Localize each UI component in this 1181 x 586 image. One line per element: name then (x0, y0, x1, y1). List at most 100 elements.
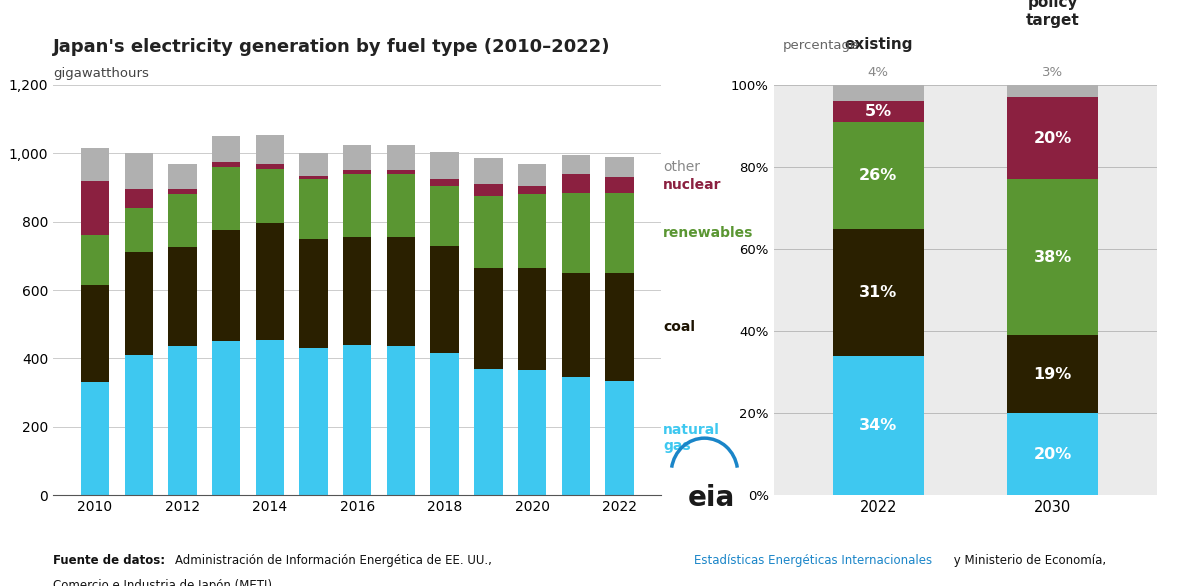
Text: coal: coal (664, 320, 696, 334)
Bar (475, 268, 503, 369)
Text: Estadísticas Energéticas Internacionales: Estadísticas Energéticas Internacionales (694, 554, 933, 567)
Text: existing: existing (844, 37, 913, 52)
Bar (80, 285, 109, 383)
Bar (430, 186, 459, 246)
Bar (518, 163, 547, 186)
Bar (255, 340, 285, 495)
Text: 4%: 4% (868, 66, 889, 79)
Bar (1007, 179, 1098, 335)
Bar (518, 268, 547, 370)
Bar (475, 184, 503, 196)
Bar (562, 273, 590, 377)
Text: policy
target: policy target (1026, 0, 1079, 28)
Bar (80, 236, 109, 285)
Bar (833, 356, 924, 495)
Bar (168, 163, 196, 189)
Text: Administración de Información Energética de EE. UU.,: Administración de Información Energética… (175, 554, 495, 567)
Bar (342, 345, 372, 495)
Bar (255, 223, 285, 340)
Bar (168, 195, 196, 247)
Bar (1007, 97, 1098, 179)
Bar (475, 369, 503, 495)
Text: 3%: 3% (1042, 66, 1063, 79)
Bar (255, 169, 285, 223)
Bar (211, 137, 240, 162)
Text: 19%: 19% (1033, 367, 1072, 381)
Bar (475, 196, 503, 268)
Bar (606, 381, 634, 495)
Bar (124, 189, 152, 208)
Bar (255, 163, 285, 169)
Bar (386, 174, 416, 237)
Bar (430, 353, 459, 495)
Bar (430, 246, 459, 353)
Bar (606, 273, 634, 381)
Bar (430, 152, 459, 179)
Bar (342, 145, 372, 171)
Bar (211, 341, 240, 495)
Bar (562, 155, 590, 174)
Bar (124, 355, 152, 495)
Bar (1007, 85, 1098, 97)
Text: other: other (664, 160, 700, 174)
Text: renewables: renewables (664, 226, 753, 240)
Text: 38%: 38% (1033, 250, 1072, 265)
Bar (606, 178, 634, 193)
Bar (1007, 335, 1098, 413)
Bar (211, 167, 240, 230)
Text: 34%: 34% (859, 418, 898, 433)
Text: 26%: 26% (859, 168, 898, 183)
Bar (124, 253, 152, 355)
Text: natural
gas: natural gas (664, 423, 720, 453)
Bar (255, 135, 285, 163)
Bar (430, 179, 459, 186)
Bar (124, 154, 152, 189)
Bar (475, 158, 503, 184)
Bar (606, 157, 634, 178)
Bar (124, 208, 152, 253)
Bar (833, 122, 924, 229)
Text: Japan's electricity generation by fuel type (2010–2022): Japan's electricity generation by fuel t… (53, 38, 611, 56)
Bar (168, 346, 196, 495)
Bar (562, 377, 590, 495)
Text: Comercio e Industria de Japón (METI): Comercio e Industria de Japón (METI) (53, 579, 272, 586)
Text: 20%: 20% (1033, 447, 1072, 462)
Bar (386, 145, 416, 171)
Text: 20%: 20% (1033, 131, 1072, 146)
Text: eia: eia (687, 483, 736, 512)
Text: Fuente de datos:: Fuente de datos: (53, 554, 165, 567)
Bar (80, 180, 109, 236)
Bar (386, 171, 416, 174)
Bar (562, 174, 590, 193)
Bar (211, 162, 240, 167)
Bar (299, 239, 328, 348)
Bar (1007, 413, 1098, 495)
Text: 5%: 5% (864, 104, 892, 119)
Text: percentage: percentage (782, 39, 859, 52)
Bar (211, 230, 240, 341)
Bar (342, 171, 372, 174)
Bar (833, 229, 924, 356)
Text: nuclear: nuclear (664, 178, 722, 192)
Bar (342, 174, 372, 237)
Bar (518, 195, 547, 268)
Bar (386, 346, 416, 495)
Bar (299, 179, 328, 239)
Bar (299, 348, 328, 495)
Text: gigawatthours: gigawatthours (53, 67, 149, 80)
Bar (518, 370, 547, 495)
Bar (518, 186, 547, 195)
Text: 31%: 31% (859, 285, 898, 299)
Bar (168, 247, 196, 346)
Bar (833, 101, 924, 122)
Bar (168, 189, 196, 195)
Text: y Ministerio de Economía,: y Ministerio de Economía, (950, 554, 1105, 567)
Bar (386, 237, 416, 346)
Bar (562, 193, 590, 273)
Bar (299, 176, 328, 179)
Bar (833, 85, 924, 101)
Bar (80, 383, 109, 495)
Bar (342, 237, 372, 345)
Bar (299, 154, 328, 176)
Bar (606, 193, 634, 273)
